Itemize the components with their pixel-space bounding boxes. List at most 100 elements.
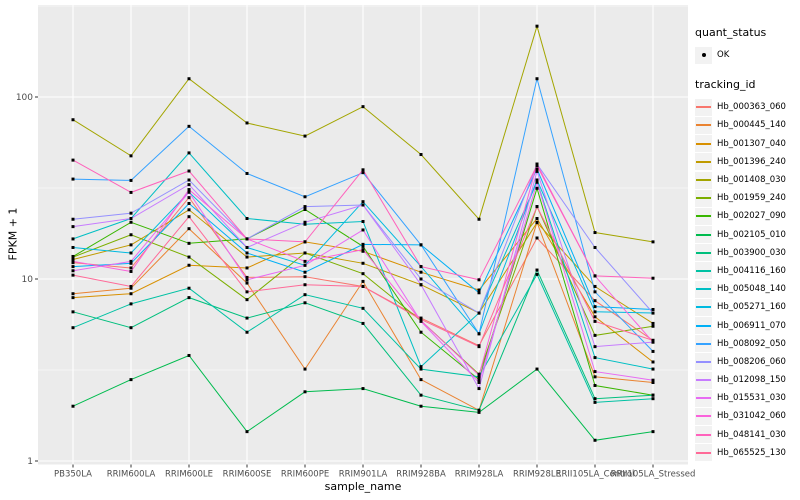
data-point bbox=[71, 292, 75, 296]
data-point bbox=[187, 241, 191, 245]
x-tick-label: RRIM928BA bbox=[396, 470, 446, 480]
data-point bbox=[187, 201, 191, 205]
data-point bbox=[71, 310, 75, 314]
line-swatch-icon bbox=[696, 124, 711, 127]
legend-item-label: Hb_001396_240 bbox=[717, 156, 786, 167]
data-point bbox=[129, 302, 133, 306]
data-point bbox=[651, 311, 655, 315]
data-point bbox=[651, 276, 655, 280]
legend-key bbox=[695, 317, 712, 335]
data-point bbox=[129, 284, 133, 288]
legend-key bbox=[695, 116, 712, 134]
data-point bbox=[593, 356, 597, 360]
legend-item-Hb_001959_240: Hb_001959_240 bbox=[695, 189, 799, 207]
data-point bbox=[129, 378, 133, 382]
legend-item-Hb_000445_140: Hb_000445_140 bbox=[695, 116, 799, 134]
data-point bbox=[535, 205, 539, 209]
line-swatch-icon bbox=[696, 179, 711, 182]
data-point bbox=[129, 243, 133, 247]
data-point bbox=[535, 272, 539, 276]
data-point bbox=[129, 259, 133, 263]
legend-item-Hb_000363_060: Hb_000363_060 bbox=[695, 98, 799, 116]
data-point bbox=[477, 410, 481, 414]
data-point bbox=[71, 225, 75, 229]
data-point bbox=[361, 171, 365, 175]
legend-item-Hb_012098_150: Hb_012098_150 bbox=[695, 371, 799, 389]
legend-item-label: Hb_002105_010 bbox=[717, 229, 786, 240]
data-point bbox=[303, 390, 307, 394]
data-point bbox=[593, 370, 597, 374]
line-swatch-icon bbox=[696, 269, 711, 272]
data-point bbox=[419, 393, 423, 397]
line-swatch-icon bbox=[696, 433, 711, 436]
x-tick-label: RRIM928LE bbox=[513, 470, 561, 480]
data-point bbox=[245, 255, 249, 259]
data-point bbox=[593, 290, 597, 294]
data-point bbox=[361, 261, 365, 265]
data-point bbox=[303, 195, 307, 199]
line-swatch-icon bbox=[696, 360, 711, 363]
data-point bbox=[593, 274, 597, 278]
data-point bbox=[71, 254, 75, 258]
data-point bbox=[361, 168, 365, 172]
data-point bbox=[303, 207, 307, 211]
data-point bbox=[651, 378, 655, 382]
legend-key bbox=[695, 207, 712, 225]
data-point bbox=[303, 293, 307, 297]
x-tick-label: RRII105LA_Control bbox=[556, 470, 635, 480]
legend-key bbox=[695, 353, 712, 371]
data-point bbox=[187, 215, 191, 219]
data-point bbox=[651, 397, 655, 401]
line-swatch-icon bbox=[696, 106, 711, 109]
data-point bbox=[303, 251, 307, 255]
data-point bbox=[419, 265, 423, 269]
data-point bbox=[303, 259, 307, 263]
data-point bbox=[419, 270, 423, 274]
data-point bbox=[245, 281, 249, 285]
data-point bbox=[419, 153, 423, 157]
data-point bbox=[245, 216, 249, 220]
y-tick-label: 1 bbox=[27, 457, 33, 467]
data-point bbox=[71, 404, 75, 408]
legend-item-label: OK bbox=[717, 50, 730, 61]
data-point bbox=[245, 121, 249, 125]
y-axis-title: FPKM + 1 bbox=[6, 207, 20, 261]
line-swatch-icon bbox=[696, 215, 711, 218]
data-point bbox=[187, 263, 191, 267]
data-point bbox=[361, 306, 365, 310]
legend-item-Hb_003900_030: Hb_003900_030 bbox=[695, 244, 799, 262]
data-point bbox=[535, 216, 539, 220]
legend-item-Hb_001408_030: Hb_001408_030 bbox=[695, 171, 799, 189]
legend-title-tracking-id: tracking_id bbox=[695, 78, 756, 92]
legend-item-label: Hb_008092_050 bbox=[717, 338, 786, 349]
data-point bbox=[245, 430, 249, 434]
data-point bbox=[535, 186, 539, 190]
data-point bbox=[187, 77, 191, 81]
legend-key bbox=[695, 153, 712, 171]
data-point bbox=[187, 296, 191, 300]
legend-item-Hb_008092_050: Hb_008092_050 bbox=[695, 335, 799, 353]
data-point bbox=[245, 266, 249, 270]
data-point bbox=[535, 268, 539, 272]
data-point bbox=[303, 220, 307, 224]
data-point bbox=[593, 305, 597, 309]
data-point bbox=[245, 171, 249, 175]
y-tick-label: 100 bbox=[16, 93, 33, 103]
data-point bbox=[593, 333, 597, 337]
legend-title-quant-status: quant_status bbox=[695, 26, 767, 39]
data-point bbox=[303, 270, 307, 274]
data-point bbox=[71, 326, 75, 330]
data-point bbox=[593, 375, 597, 379]
data-point bbox=[129, 154, 133, 158]
legend-key bbox=[695, 335, 712, 353]
data-point bbox=[245, 251, 249, 255]
data-point bbox=[129, 220, 133, 224]
data-point bbox=[419, 378, 423, 382]
data-point bbox=[593, 315, 597, 319]
data-point bbox=[187, 255, 191, 259]
data-point bbox=[477, 408, 481, 412]
data-point bbox=[187, 208, 191, 212]
legend-key bbox=[695, 135, 712, 153]
line-swatch-icon bbox=[696, 142, 711, 145]
legend-item-Hb_002105_010: Hb_002105_010 bbox=[695, 226, 799, 244]
